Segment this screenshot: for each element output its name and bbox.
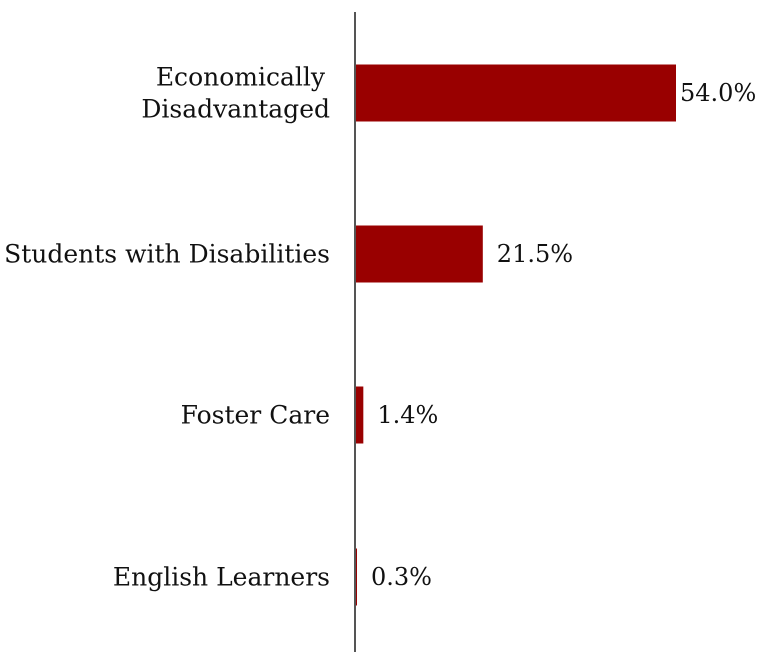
category-label-line: Students with Disabilities <box>4 240 330 269</box>
category-label-1: Students with Disabilities <box>4 240 330 269</box>
category-label-0: Economically Disadvantaged <box>141 63 330 124</box>
category-label-3: English Learners <box>113 563 330 592</box>
category-labels: Economically Disadvantaged Students with D… <box>4 63 330 592</box>
bar-1 <box>355 225 483 283</box>
value-label-3: 0.3% <box>371 563 432 591</box>
value-label-2: 1.4% <box>377 401 438 429</box>
bar-2 <box>355 386 364 444</box>
bars-layer <box>355 64 676 606</box>
value-labels: 54.0% 21.5% 1.4% 0.3% <box>371 79 756 591</box>
category-label-2: Foster Care <box>181 401 330 430</box>
category-label-line: English Learners <box>113 563 330 592</box>
bar-0 <box>355 64 676 122</box>
value-label-0: 54.0% <box>680 79 756 107</box>
category-label-line: Economically <box>156 63 326 92</box>
category-label-line: Foster Care <box>181 401 330 430</box>
value-label-1: 21.5% <box>497 240 573 268</box>
category-label-line: Disadvantaged <box>141 95 330 124</box>
